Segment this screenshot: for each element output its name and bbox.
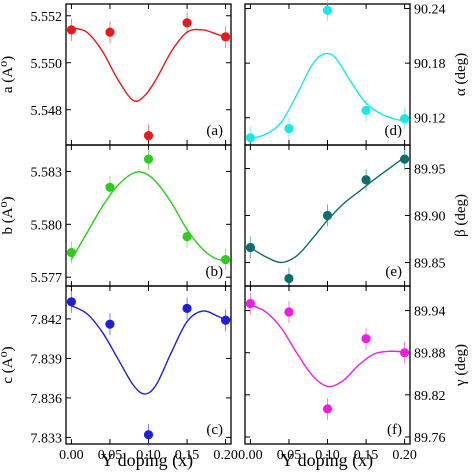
data-point <box>322 210 333 221</box>
data-point <box>322 404 333 414</box>
data-point <box>105 319 115 329</box>
fit-curve-d <box>250 52 405 140</box>
data-point <box>221 315 231 325</box>
y-tick-label: 89.94 <box>414 305 446 320</box>
y-axis-title-b: b (A⁰) <box>0 196 16 234</box>
x-tick-label: 0.10 <box>136 448 161 463</box>
y-tick-label: 5.548 <box>31 104 63 119</box>
x-tick-label: 0.15 <box>175 448 200 463</box>
y-axis-title-d: α (deg) <box>453 53 469 96</box>
data-point <box>143 154 154 164</box>
x-tick-label: 0.05 <box>277 448 302 463</box>
x-axis-title-left: Y doping (x) <box>101 450 193 471</box>
fit-curve-b <box>70 171 226 263</box>
data-point <box>284 124 294 134</box>
panel-tag-a: (a) <box>206 123 223 139</box>
y-tick-label: 89.88 <box>414 347 446 362</box>
panel-a: 5.548 5.550 5.552 a (A⁰) (a) <box>0 3 232 147</box>
panel-tag-e: (e) <box>385 264 402 280</box>
y-tick-label: 5.583 <box>31 165 63 180</box>
x-tick-label: 0.15 <box>354 448 379 463</box>
x-tick-label: 0.00 <box>238 448 263 463</box>
data-point <box>182 303 192 313</box>
data-point <box>143 430 154 440</box>
panel-tag-b: (b) <box>206 264 224 280</box>
y-tick-label: 5.552 <box>31 10 63 25</box>
panel-e: 89.85 89.90 89.95 β (deg) (e) <box>244 144 469 290</box>
y-tick-label: 90.18 <box>414 57 446 72</box>
data-point <box>400 348 410 358</box>
data-point <box>105 182 115 192</box>
y-tick-label: 90.12 <box>414 112 446 127</box>
data-point <box>245 298 255 309</box>
panel-tag-f: (f) <box>387 422 402 438</box>
panel-tag-c: (c) <box>206 422 223 438</box>
panel-c: 0.00 0.05 0.10 0.15 0.20 7.833 7.836 7.839 7.842… <box>0 285 238 463</box>
y-axis-title-c: c (A⁰) <box>0 346 16 383</box>
x-tick-label: 0.05 <box>98 448 123 463</box>
y-tick-label: 7.839 <box>31 352 63 367</box>
data-point <box>182 232 192 242</box>
data-point <box>221 254 231 265</box>
data-point <box>66 25 76 35</box>
data-point <box>66 297 76 307</box>
panels-layer: 5.548 5.550 5.552 a (A⁰) (a) 5.577 5.580 5.583 b… <box>0 0 469 463</box>
data-point <box>245 242 255 253</box>
y-axis-title-e: β (deg) <box>453 194 469 237</box>
fit-curve-f <box>250 304 405 388</box>
y-tick-label: 90.24 <box>414 3 446 18</box>
data-point <box>105 27 115 37</box>
y-tick-label: 89.95 <box>414 163 446 178</box>
y-tick-label: 5.577 <box>31 271 63 286</box>
data-point <box>284 273 294 284</box>
x-tick-label: 0.10 <box>315 448 340 463</box>
data-point <box>361 175 371 185</box>
data-point <box>221 32 231 42</box>
x-axis-title-right: Y doping (x) <box>281 450 373 471</box>
data-point <box>322 5 333 15</box>
data-point <box>245 133 255 143</box>
data-point <box>361 105 371 116</box>
data-point <box>66 247 76 258</box>
data-point <box>143 131 154 141</box>
fit-curve-c <box>71 305 226 395</box>
data-point <box>400 114 410 124</box>
y-tick-label: 7.842 <box>31 313 63 328</box>
data-point <box>182 18 192 28</box>
x-tick-label: 0.20 <box>392 448 417 463</box>
panel-tag-d: (d) <box>385 123 403 139</box>
panel-f-frame <box>244 285 411 445</box>
y-axis-title-f: γ (deg) <box>453 344 469 387</box>
x-tick-label: 0.20 <box>213 448 238 463</box>
y-tick-label: 89.82 <box>414 389 446 404</box>
y-tick-label: 89.76 <box>414 431 446 446</box>
data-point <box>361 334 371 344</box>
data-point <box>284 307 294 317</box>
y-tick-label: 89.90 <box>414 210 446 225</box>
fit-curve-a <box>71 26 226 102</box>
panel-c-frame <box>65 285 232 445</box>
panel-d: 90.12 90.18 90.24 α (deg) (d) <box>244 0 469 149</box>
x-tick-label: 0.00 <box>59 448 84 463</box>
panel-f: 0.00 0.05 0.10 0.15 0.20 89.76 89.82 89.88 89.94… <box>238 285 469 463</box>
y-tick-label: 7.836 <box>31 392 63 407</box>
panel-b: 5.577 5.580 5.583 b (A⁰) (b) <box>0 144 232 287</box>
y-tick-label: 5.550 <box>31 57 63 72</box>
y-tick-label: 89.85 <box>414 257 446 272</box>
data-point <box>400 154 410 164</box>
y-tick-label: 7.833 <box>31 431 63 446</box>
y-tick-label: 5.580 <box>31 218 63 233</box>
y-axis-title-a: a (A⁰) <box>0 56 16 93</box>
